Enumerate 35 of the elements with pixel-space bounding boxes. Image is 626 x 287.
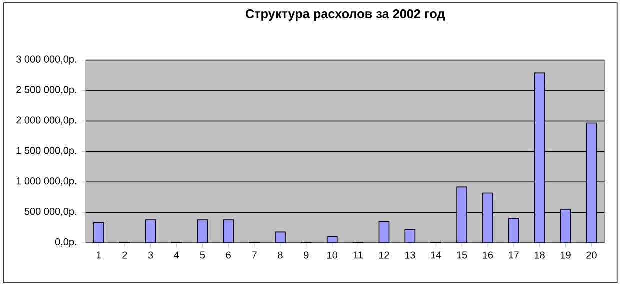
y-tick-label: 0,0р. [55,238,76,248]
x-tick-label: 6 [226,252,231,259]
x-tick-label: 3 [148,252,154,259]
bar [145,220,156,243]
y-tick-label: 2 500 000,0р. [16,86,76,96]
x-tick-label: 14 [431,252,442,259]
y-tick-label: 1 000 000,0р. [16,178,76,187]
y-tick-label: 2 000 000,0р. [16,116,76,126]
x-tick-label: 7 [252,252,257,259]
bar [560,209,572,243]
x-tick-label: 9 [304,252,309,259]
x-tick-label: 2 [122,252,128,259]
x-tick-label: 5 [200,252,206,259]
x-tick-label: 12 [379,252,390,259]
x-tick-label: 19 [560,252,571,259]
x-tick-label: 13 [405,252,416,259]
x-tick-label: 10 [328,252,338,259]
y-tick-label: 1 500 000,0р. [16,147,76,156]
x-tick-label: 17 [509,252,519,259]
bar [534,72,546,243]
x-tick-label: 4 [174,252,180,259]
x-tick-label: 18 [535,252,545,259]
x-tick-label: 11 [354,252,364,259]
bar [586,122,598,243]
x-tick-label: 1 [96,252,102,259]
x-tick-label: 8 [278,252,283,259]
x-tick-label: 20 [586,252,597,259]
bar [405,230,416,243]
x-tick-label: 16 [483,252,494,259]
x-tick-label: 15 [457,252,468,259]
bar [197,220,208,243]
bar [378,221,390,243]
y-tick-label: 500 000,0р. [24,208,76,218]
y-tick-label: 3 000 000,0р. [16,56,76,65]
chart-title: Структура расхолов за 2002 год [246,9,446,21]
